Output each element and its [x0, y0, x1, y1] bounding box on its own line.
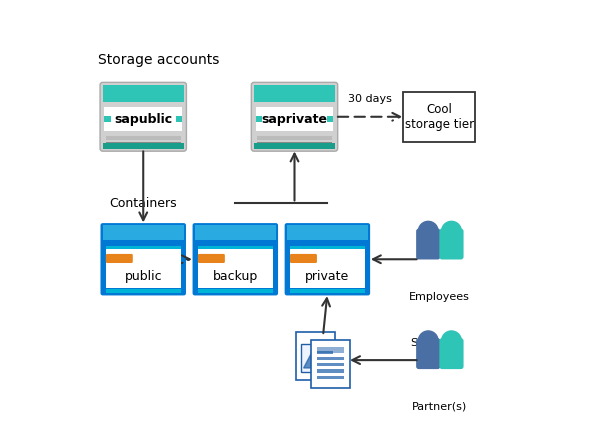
Bar [317, 347, 343, 353]
Circle shape [418, 222, 438, 241]
Bar [106, 135, 181, 140]
Bar [317, 351, 333, 354]
Text: Storage accounts: Storage accounts [98, 53, 220, 67]
Bar [317, 376, 343, 379]
Text: Containers: Containers [109, 197, 177, 210]
Bar [105, 246, 181, 250]
FancyBboxPatch shape [439, 229, 464, 259]
Bar [254, 143, 335, 149]
Circle shape [442, 331, 461, 351]
FancyBboxPatch shape [101, 223, 186, 295]
Bar [317, 357, 343, 360]
Bar [176, 116, 182, 123]
Text: private: private [305, 270, 349, 282]
Text: backup: backup [213, 270, 258, 282]
Bar [105, 246, 181, 288]
Text: saprivate: saprivate [262, 113, 327, 126]
Text: 30 days: 30 days [348, 95, 392, 104]
Text: SAS: SAS [411, 338, 433, 348]
Bar [254, 85, 335, 102]
FancyBboxPatch shape [296, 332, 335, 380]
FancyBboxPatch shape [403, 91, 475, 142]
Bar [104, 107, 182, 131]
Bar [197, 289, 273, 293]
Bar [197, 246, 273, 288]
Bar [317, 363, 343, 366]
Circle shape [319, 348, 324, 353]
Bar [290, 246, 365, 288]
FancyBboxPatch shape [416, 338, 441, 369]
Bar [106, 142, 181, 146]
Bar [197, 246, 273, 250]
FancyBboxPatch shape [416, 229, 441, 259]
FancyBboxPatch shape [439, 338, 464, 369]
Bar [290, 289, 365, 293]
Bar [104, 116, 111, 123]
Bar [105, 289, 181, 293]
Text: public: public [124, 270, 162, 282]
Text: sapublic: sapublic [114, 113, 173, 126]
Bar [256, 107, 333, 131]
Bar [287, 225, 368, 240]
FancyBboxPatch shape [193, 223, 278, 295]
Bar [257, 135, 332, 140]
Bar [195, 225, 276, 240]
Bar [102, 225, 184, 240]
FancyBboxPatch shape [252, 82, 337, 151]
Bar [256, 116, 262, 123]
Text: Employees: Employees [409, 292, 470, 302]
Polygon shape [303, 350, 325, 368]
Text: Cool
storage tier: Cool storage tier [405, 103, 474, 131]
FancyBboxPatch shape [198, 254, 225, 263]
FancyBboxPatch shape [100, 82, 187, 151]
Circle shape [418, 331, 438, 351]
Circle shape [442, 222, 461, 241]
Bar [102, 143, 184, 149]
Bar [317, 369, 343, 373]
Bar [327, 116, 333, 123]
FancyBboxPatch shape [106, 254, 133, 263]
FancyBboxPatch shape [312, 340, 350, 388]
Bar [257, 142, 332, 146]
Bar [102, 85, 184, 102]
Bar [301, 344, 327, 372]
FancyBboxPatch shape [284, 223, 370, 295]
Bar [290, 246, 365, 250]
FancyBboxPatch shape [290, 254, 317, 263]
Text: Partner(s): Partner(s) [412, 402, 467, 412]
